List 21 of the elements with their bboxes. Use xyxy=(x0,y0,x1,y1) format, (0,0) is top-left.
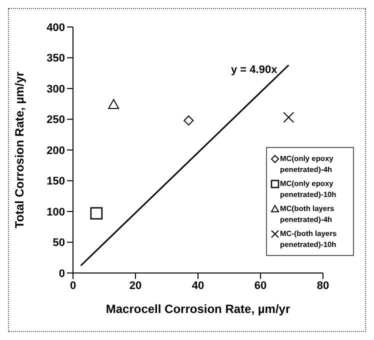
point xyxy=(108,98,120,109)
point xyxy=(283,112,294,123)
y-tick-label: 400 xyxy=(46,22,65,34)
y-tick-label: 100 xyxy=(46,206,65,218)
x-tick-label: 80 xyxy=(316,280,330,292)
y-axis-title: Total Corrosion Rate, µm/yr xyxy=(12,71,26,228)
point xyxy=(184,115,194,126)
point xyxy=(90,207,103,220)
x-tick-label: 40 xyxy=(192,280,204,292)
y-tick-label: 50 xyxy=(52,237,65,250)
y-tick-label: 350 xyxy=(46,52,65,65)
y-tick-label: 0 xyxy=(58,268,65,280)
y-tick-label: 200 xyxy=(46,144,65,157)
x-axis-title: Macrocell Corrosion Rate, µm/yr xyxy=(106,302,290,316)
y-tick-label: 250 xyxy=(46,114,65,126)
x-tick-label: 20 xyxy=(129,280,142,292)
y-tick-label: 300 xyxy=(46,83,65,96)
x-tick-label: 0 xyxy=(70,280,76,292)
annotation: y = 4.90x xyxy=(231,64,278,76)
x-tick-label: 60 xyxy=(254,280,267,292)
y-tick-label: 150 xyxy=(46,176,65,188)
